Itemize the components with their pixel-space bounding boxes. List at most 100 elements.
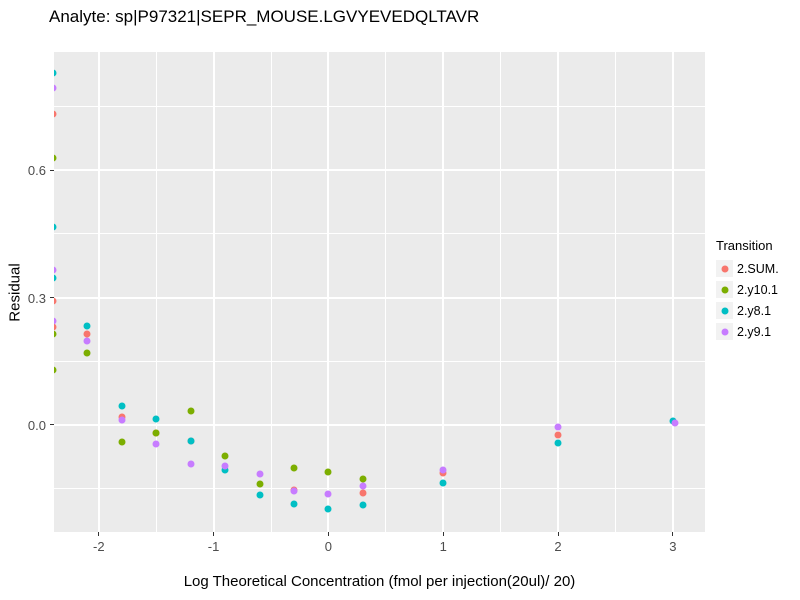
data-point bbox=[290, 487, 298, 495]
data-point bbox=[118, 438, 126, 446]
x-minor-gridline bbox=[500, 52, 502, 532]
y-axis-title-wrap: Residual bbox=[2, 52, 28, 532]
data-point bbox=[152, 415, 160, 423]
legend-items: 2.SUM. 2.y10.1 2.y8.1 2.y9.1 bbox=[716, 258, 779, 342]
data-point bbox=[256, 480, 264, 488]
y-axis-title: Residual bbox=[6, 262, 24, 322]
y-tick-label: 0.3 bbox=[27, 290, 46, 306]
x-tick-mark bbox=[442, 532, 444, 536]
x-major-gridline bbox=[442, 52, 445, 532]
data-point bbox=[554, 439, 562, 447]
x-major-gridline bbox=[97, 52, 100, 532]
y-minor-gridline bbox=[54, 105, 705, 107]
data-point bbox=[83, 322, 91, 330]
data-point bbox=[554, 431, 562, 439]
legend-dot-icon bbox=[721, 328, 728, 335]
y-tick-mark bbox=[50, 424, 54, 426]
data-point bbox=[187, 460, 195, 468]
x-tick-label: -1 bbox=[207, 539, 220, 554]
x-tick-mark bbox=[672, 532, 674, 536]
legend-key bbox=[716, 281, 733, 298]
y-tick-mark bbox=[50, 297, 54, 299]
x-tick-label: 3 bbox=[669, 539, 677, 554]
x-tick-label: 0 bbox=[324, 539, 333, 554]
data-point bbox=[54, 317, 57, 325]
data-point bbox=[83, 330, 91, 338]
legend-item-label: 2.y9.1 bbox=[737, 324, 772, 339]
data-point bbox=[359, 475, 367, 483]
legend-item-label: 2.SUM. bbox=[737, 261, 779, 276]
data-point bbox=[54, 84, 57, 92]
data-point bbox=[54, 110, 57, 118]
data-point bbox=[290, 500, 298, 508]
data-point bbox=[359, 489, 367, 497]
data-point bbox=[290, 464, 298, 472]
legend-dot-icon bbox=[721, 265, 728, 272]
x-axis-title: Log Theoretical Concentration (fmol per … bbox=[183, 573, 576, 590]
data-point bbox=[324, 490, 332, 498]
y-minor-gridline bbox=[54, 488, 705, 490]
y-major-gridline bbox=[54, 423, 705, 426]
y-tick-label: 0.0 bbox=[27, 417, 46, 433]
legend-item: 2.SUM. bbox=[716, 258, 779, 279]
legend-item: 2.y9.1 bbox=[716, 321, 779, 342]
legend-item: 2.y8.1 bbox=[716, 300, 779, 321]
data-point bbox=[118, 402, 126, 410]
y-minor-gridline bbox=[54, 360, 705, 362]
data-point bbox=[54, 266, 57, 274]
data-point bbox=[439, 466, 447, 474]
x-tick-mark bbox=[213, 532, 215, 536]
x-major-gridline bbox=[557, 52, 560, 532]
x-tick-mark bbox=[98, 532, 100, 536]
data-point bbox=[54, 154, 57, 162]
legend-title: Transition bbox=[716, 238, 773, 253]
x-major-gridline bbox=[212, 52, 215, 532]
data-point bbox=[83, 337, 91, 345]
plot-title: Analyte: sp|P97321|SEPR_MOUSE.LGVYEVEDQL… bbox=[49, 7, 480, 26]
data-point bbox=[152, 429, 160, 437]
data-point bbox=[54, 297, 57, 305]
data-point bbox=[152, 440, 160, 448]
data-point bbox=[54, 223, 57, 231]
data-point bbox=[359, 501, 367, 509]
data-point bbox=[554, 423, 562, 431]
data-point bbox=[439, 479, 447, 487]
data-point bbox=[324, 505, 332, 513]
x-major-gridline bbox=[327, 52, 330, 532]
x-tick-label: 2 bbox=[554, 539, 562, 554]
data-point bbox=[118, 416, 126, 424]
legend-dot-icon bbox=[721, 286, 728, 293]
data-point bbox=[359, 482, 367, 490]
data-point bbox=[221, 466, 229, 474]
plot-panel bbox=[54, 52, 705, 532]
legend-item-label: 2.y8.1 bbox=[737, 303, 772, 318]
legend-key bbox=[716, 260, 733, 277]
legend-dot-icon bbox=[721, 307, 728, 314]
data-point bbox=[54, 323, 57, 331]
x-tick-label: 1 bbox=[439, 539, 447, 554]
data-point bbox=[187, 407, 195, 415]
legend-key bbox=[716, 302, 733, 319]
data-point bbox=[256, 470, 264, 478]
data-point bbox=[324, 468, 332, 476]
x-major-gridline bbox=[671, 52, 674, 532]
data-point bbox=[54, 366, 57, 374]
data-point bbox=[54, 69, 57, 77]
y-tick-mark bbox=[50, 169, 54, 171]
y-minor-gridline bbox=[54, 233, 705, 235]
data-point bbox=[54, 274, 57, 282]
data-point bbox=[54, 330, 57, 338]
y-major-gridline bbox=[54, 169, 705, 172]
data-point bbox=[187, 437, 195, 445]
legend: Transition 2.SUM. 2.y10.1 2.y8.1 2.y9.1 bbox=[716, 238, 779, 342]
data-point bbox=[671, 419, 679, 427]
y-major-gridline bbox=[54, 296, 705, 299]
y-tick-label: 0.6 bbox=[27, 163, 46, 179]
data-point bbox=[256, 491, 264, 499]
x-tick-mark bbox=[557, 532, 559, 536]
data-point bbox=[83, 349, 91, 357]
data-point bbox=[221, 452, 229, 460]
x-minor-gridline bbox=[385, 52, 387, 532]
legend-item-label: 2.y10.1 bbox=[737, 282, 779, 297]
x-minor-gridline bbox=[614, 52, 616, 532]
